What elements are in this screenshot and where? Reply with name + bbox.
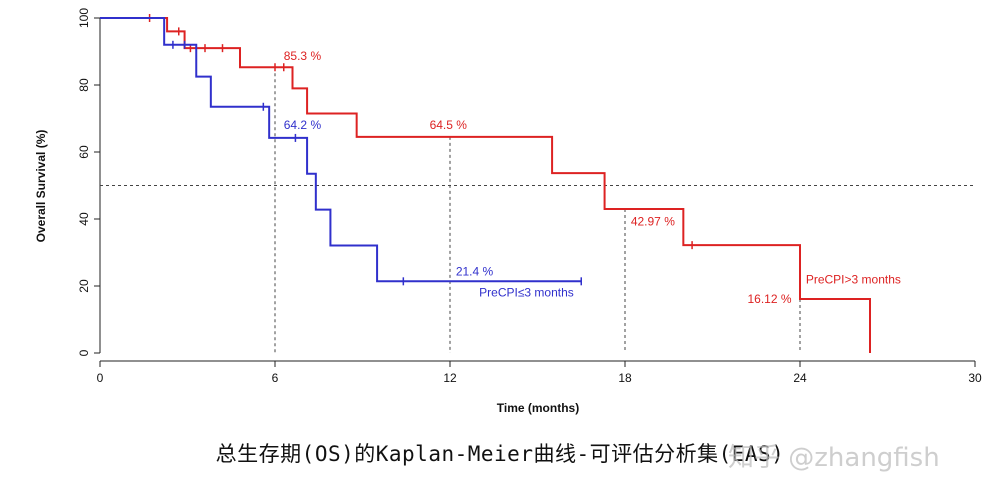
reference-lines bbox=[100, 67, 975, 353]
x-tick-label-0: 0 bbox=[97, 371, 104, 385]
x-tick-label-5: 30 bbox=[968, 371, 982, 385]
annotations: 85.3 % 64.2 % 64.5 % 42.97 % 21.4 % PreCPI≤3 … bbox=[284, 49, 901, 306]
y-tick-label-0: 0 bbox=[77, 349, 91, 356]
x-tick-label-2: 12 bbox=[443, 371, 457, 385]
annotation-0: 85.3 % bbox=[284, 49, 322, 63]
y-tick-label-3: 60 bbox=[77, 145, 91, 159]
annotation-1: 64.2 % bbox=[284, 118, 322, 132]
survival-curves bbox=[100, 14, 871, 353]
x-tick-label-3: 18 bbox=[618, 371, 632, 385]
figure-caption: 总生存期(OS)的Kaplan-Meier曲线-可评估分析集(EAS) bbox=[215, 442, 785, 466]
y-axis-title: Overall Survival (%) bbox=[34, 130, 48, 243]
kaplan-meier-chart: 0 20 40 60 80 100 0 6 12 18 24 30 85.3 % 64.2 % 64.5 … bbox=[34, 8, 982, 415]
axes: 0 20 40 60 80 100 0 6 12 18 24 30 bbox=[77, 8, 982, 385]
annotation-5: PreCPI≤3 months bbox=[479, 286, 574, 300]
x-axis-title: Time (months) bbox=[497, 401, 579, 415]
annotation-4: 21.4 % bbox=[456, 264, 494, 278]
x-tick-label-1: 6 bbox=[272, 371, 279, 385]
series-1-line bbox=[100, 17, 582, 283]
y-tick-label-2: 40 bbox=[77, 212, 91, 226]
annotation-6: PreCPI>3 months bbox=[806, 272, 901, 286]
y-tick-label-4: 80 bbox=[77, 78, 91, 92]
y-tick-label-5: 100 bbox=[77, 8, 91, 28]
annotation-3: 42.97 % bbox=[631, 215, 675, 229]
x-tick-label-4: 24 bbox=[793, 371, 807, 385]
annotation-7: 16.12 % bbox=[748, 292, 792, 306]
annotation-2: 64.5 % bbox=[430, 118, 468, 132]
watermark: 知乎 @zhangfish bbox=[728, 443, 940, 473]
y-tick-label-1: 20 bbox=[77, 279, 91, 293]
